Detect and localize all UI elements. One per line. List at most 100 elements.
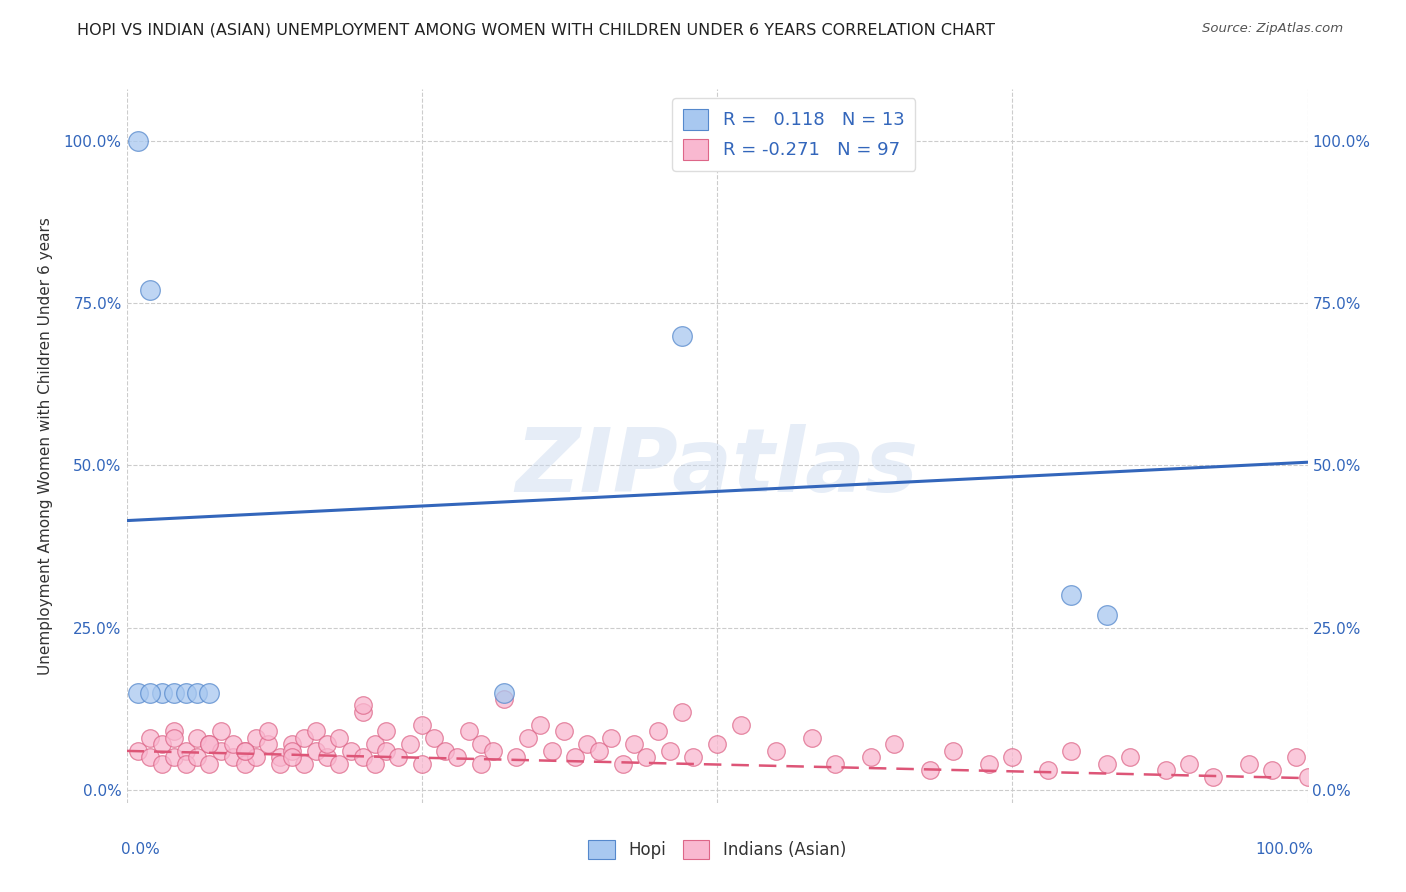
Point — [599, 731, 621, 745]
Point — [411, 756, 433, 771]
Point — [269, 750, 291, 764]
Point — [198, 738, 221, 752]
Point — [494, 692, 516, 706]
Point — [174, 756, 197, 771]
Point — [671, 705, 693, 719]
Point — [1060, 744, 1083, 758]
Point — [257, 738, 280, 752]
Point — [883, 738, 905, 752]
Point — [316, 750, 339, 764]
Point — [163, 750, 186, 764]
Point — [292, 756, 315, 771]
Point — [316, 738, 339, 752]
Point — [328, 731, 350, 745]
Point — [1261, 764, 1284, 778]
Point — [494, 685, 516, 699]
Point — [139, 750, 162, 764]
Text: 100.0%: 100.0% — [1256, 842, 1313, 857]
Point — [1296, 770, 1319, 784]
Point — [163, 685, 186, 699]
Point — [328, 756, 350, 771]
Point — [636, 750, 658, 764]
Point — [505, 750, 527, 764]
Point — [623, 738, 645, 752]
Point — [150, 685, 173, 699]
Point — [387, 750, 409, 764]
Point — [139, 283, 162, 297]
Point — [1095, 756, 1118, 771]
Point — [363, 738, 385, 752]
Point — [576, 738, 599, 752]
Point — [942, 744, 965, 758]
Point — [281, 750, 304, 764]
Point — [730, 718, 752, 732]
Point — [127, 744, 149, 758]
Point — [434, 744, 457, 758]
Point — [458, 724, 481, 739]
Point — [257, 724, 280, 739]
Point — [977, 756, 1000, 771]
Point — [233, 756, 256, 771]
Point — [470, 756, 492, 771]
Point — [245, 731, 267, 745]
Point — [540, 744, 562, 758]
Point — [139, 685, 162, 699]
Point — [1095, 607, 1118, 622]
Point — [127, 134, 149, 148]
Point — [375, 724, 398, 739]
Point — [824, 756, 846, 771]
Point — [446, 750, 468, 764]
Point — [186, 685, 208, 699]
Point — [222, 750, 245, 764]
Point — [209, 744, 232, 758]
Point — [163, 731, 186, 745]
Point — [222, 738, 245, 752]
Point — [163, 724, 186, 739]
Point — [682, 750, 704, 764]
Point — [150, 756, 173, 771]
Text: ZIPatlas: ZIPatlas — [516, 424, 918, 511]
Point — [352, 705, 374, 719]
Legend: Hopi, Indians (Asian): Hopi, Indians (Asian) — [582, 833, 852, 866]
Point — [304, 724, 326, 739]
Point — [245, 750, 267, 764]
Point — [481, 744, 503, 758]
Point — [647, 724, 669, 739]
Point — [859, 750, 882, 764]
Text: HOPI VS INDIAN (ASIAN) UNEMPLOYMENT AMONG WOMEN WITH CHILDREN UNDER 6 YEARS CORR: HOPI VS INDIAN (ASIAN) UNEMPLOYMENT AMON… — [77, 22, 995, 37]
Point — [269, 756, 291, 771]
Point — [198, 685, 221, 699]
Point — [1285, 750, 1308, 764]
Point — [529, 718, 551, 732]
Point — [233, 744, 256, 758]
Y-axis label: Unemployment Among Women with Children Under 6 years: Unemployment Among Women with Children U… — [38, 217, 52, 675]
Point — [564, 750, 586, 764]
Point — [150, 738, 173, 752]
Point — [411, 718, 433, 732]
Point — [918, 764, 941, 778]
Point — [658, 744, 681, 758]
Point — [127, 685, 149, 699]
Point — [1119, 750, 1142, 764]
Point — [1237, 756, 1260, 771]
Point — [281, 744, 304, 758]
Point — [186, 731, 208, 745]
Point — [340, 744, 363, 758]
Point — [765, 744, 787, 758]
Point — [671, 328, 693, 343]
Point — [422, 731, 444, 745]
Point — [612, 756, 634, 771]
Point — [174, 685, 197, 699]
Point — [1060, 588, 1083, 602]
Point — [1001, 750, 1024, 764]
Point — [470, 738, 492, 752]
Point — [1178, 756, 1201, 771]
Point — [352, 698, 374, 713]
Point — [1154, 764, 1177, 778]
Point — [186, 750, 208, 764]
Point — [281, 738, 304, 752]
Text: 0.0%: 0.0% — [121, 842, 159, 857]
Point — [198, 756, 221, 771]
Point — [352, 750, 374, 764]
Point — [706, 738, 728, 752]
